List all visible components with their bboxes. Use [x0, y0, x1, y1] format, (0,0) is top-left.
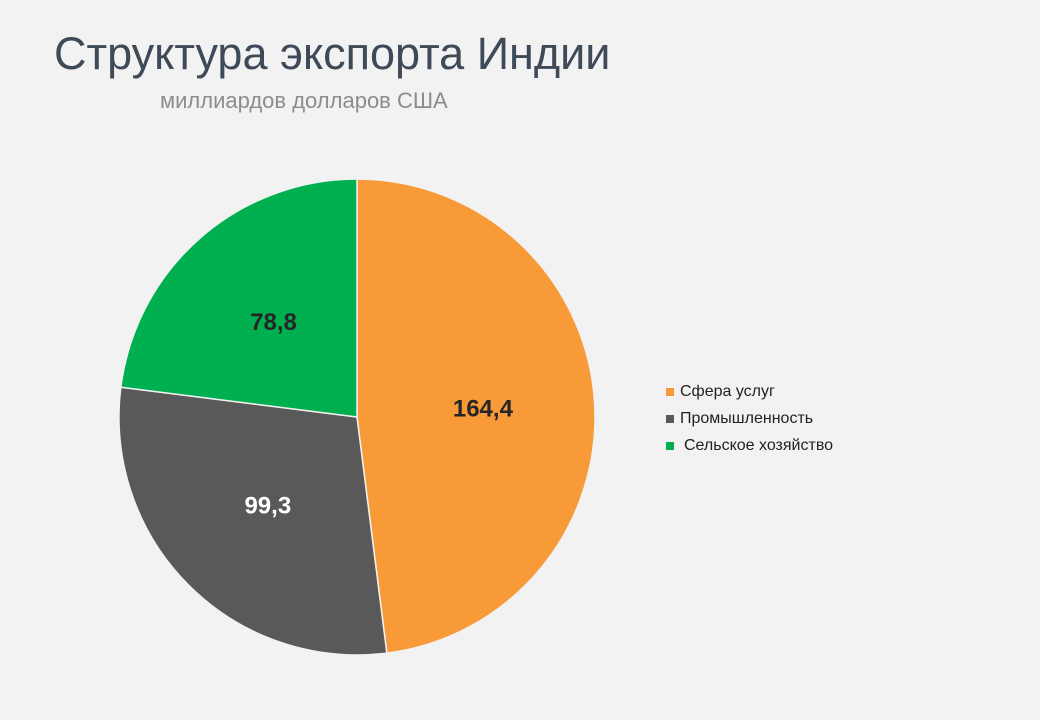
- legend-label-services: Сфера услуг: [680, 382, 775, 400]
- legend: Сфера услуг Промышленность Сельское хозя…: [666, 378, 833, 459]
- pie-slice-services: [356, 178, 596, 654]
- legend-label-industry: Промышленность: [680, 409, 814, 427]
- legend-item-industry: Промышленность: [666, 405, 833, 432]
- pie-slice-agriculture: [120, 178, 358, 418]
- legend-swatch-services: [666, 387, 674, 396]
- data-label-services: 164,4: [453, 396, 514, 423]
- legend-swatch-industry: [666, 414, 674, 423]
- legend-swatch-agriculture: [666, 441, 674, 450]
- chart-title: Структура экспорта Индии: [54, 28, 611, 79]
- chart-subtitle: миллиардов долларов США: [160, 88, 448, 113]
- legend-item-agriculture: Сельское хозяйство: [666, 432, 833, 459]
- legend-label-agriculture: Сельское хозяйство: [684, 436, 834, 454]
- legend-item-services: Сфера услуг: [666, 378, 833, 405]
- data-label-industry: 99,3: [244, 493, 291, 520]
- pie-slice-industry: [118, 386, 388, 656]
- data-label-agriculture: 78,8: [250, 309, 297, 336]
